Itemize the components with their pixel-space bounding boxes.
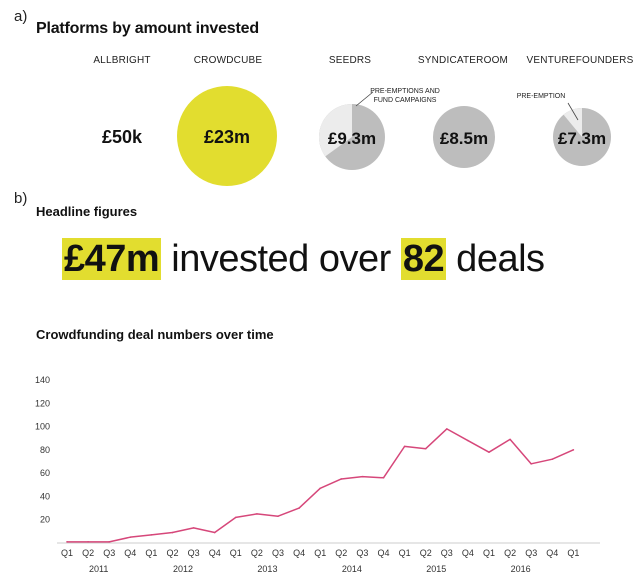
x-year-label: 2014 [342, 564, 362, 574]
deals-data-point [403, 445, 406, 448]
deals-data-point [277, 515, 279, 518]
x-tick-label: Q4 [546, 548, 558, 558]
seedrs-annotation-line1: PRE-EMPTIONS AND [370, 88, 440, 95]
panel-a-label: a) [14, 8, 28, 25]
deals-data-point [108, 541, 110, 543]
x-tick-label: Q2 [420, 548, 432, 558]
platforms-title: Platforms by amount invested [36, 20, 259, 37]
panel-b-label: b) [14, 190, 28, 207]
x-tick-label: Q4 [124, 548, 136, 558]
x-tick-label: Q1 [145, 548, 157, 558]
deals-data-point [192, 527, 195, 529]
deals-data-point [361, 475, 364, 478]
deals-data-point [213, 531, 216, 534]
deals-data-point [340, 478, 343, 480]
bubble-crowdcube [177, 86, 277, 186]
x-tick-label: Q3 [441, 548, 453, 558]
deals-data-point [150, 534, 153, 536]
x-tick-label: Q4 [293, 548, 305, 558]
x-tick-label: Q4 [377, 548, 389, 558]
headline-amount: £47m [62, 238, 162, 280]
y-tick-label: 120 [35, 398, 50, 408]
platform-bubbles: £50k £23m £9.3m PRE-EMPTIONS AND FUND CA… [102, 86, 611, 186]
amount-venturefounders: £7.3m [558, 129, 606, 148]
deals-data-point [509, 438, 511, 441]
y-tick-label: 60 [40, 468, 50, 478]
bubble-syndicateroom [433, 106, 495, 168]
x-year-label: 2015 [426, 564, 446, 574]
headline-text-invested: invested over [161, 238, 401, 280]
deals-data-point [424, 447, 427, 450]
deals-data-point [467, 439, 469, 442]
x-tick-label: Q2 [251, 548, 263, 558]
x-tick-label: Q1 [399, 548, 411, 558]
x-tick-label: Q4 [209, 548, 221, 558]
deals-data-point [298, 507, 300, 509]
y-tick-label: 80 [40, 445, 50, 455]
deals-data-point [488, 451, 490, 453]
x-tick-label: Q3 [525, 548, 537, 558]
x-tick-label: Q3 [103, 548, 115, 558]
platform-name-syndicateroom: SYNDICATEROOM [417, 55, 509, 66]
headline-deals: 82 [400, 238, 447, 280]
deals-data-point [87, 541, 89, 543]
y-tick-label: 20 [40, 515, 50, 525]
x-tick-label: Q1 [230, 548, 242, 558]
x-year-label: 2016 [511, 564, 531, 574]
deals-data-point [235, 516, 237, 519]
amount-crowdcube: £23m [204, 127, 250, 147]
x-tick-label: Q1 [483, 548, 495, 558]
x-tick-label: Q2 [504, 548, 516, 558]
headline-text-deals: deals [446, 238, 545, 280]
platform-name-allbright: ALLBRIGHT [93, 55, 151, 66]
deals-data-point [256, 513, 258, 515]
seedrs-annotation-leader [355, 91, 374, 107]
x-tick-label: Q3 [272, 548, 284, 558]
deals-data-point [572, 449, 575, 451]
vf-annotation: PRE-EMPTION [517, 93, 566, 100]
deals-data-point [129, 536, 132, 538]
slice-seedrs-preemptions [319, 104, 352, 157]
x-tick-label: Q2 [166, 548, 178, 558]
amount-syndicateroom: £8.5m [440, 129, 488, 148]
deals-data-point [319, 487, 322, 490]
x-year-label: 2012 [173, 564, 193, 574]
x-year-label: 2013 [257, 564, 277, 574]
deals-data-point [66, 541, 68, 543]
deals-data-point [446, 428, 448, 430]
x-tick-label: Q1 [567, 548, 579, 558]
amount-seedrs: £9.3m [328, 129, 376, 148]
x-tick-label: Q4 [462, 548, 474, 558]
x-tick-label: Q3 [188, 548, 200, 558]
y-tick-label: 40 [40, 491, 50, 501]
vf-annotation-leader [567, 102, 579, 121]
deal-numbers-line-chart: 20 40 60 80 100 120 140 Q1 Q2 Q3 Q4 Q1 Q2 Q3 Q4 Q1 Q2 Q3 Q… [35, 375, 600, 574]
x-tick-label: Q1 [61, 548, 73, 558]
chart-title: Crowdfunding deal numbers over time [36, 327, 274, 342]
deals-data-point [551, 458, 554, 460]
y-tick-label: 100 [35, 422, 50, 432]
x-tick-label: Q1 [314, 548, 326, 558]
deals-data-point [171, 531, 174, 534]
headline-figures: £47m invested over 82 deals [62, 238, 545, 281]
deals-data-point [382, 477, 385, 479]
deals-series-line [67, 428, 574, 543]
x-tick-label: Q3 [356, 548, 368, 558]
platform-name-crowdcube: CROWDCUBE [193, 55, 263, 66]
amount-allbright: £50k [102, 127, 143, 147]
x-year-label: 2011 [89, 564, 108, 574]
platform-name-seedrs: SEEDRS [328, 55, 372, 66]
x-tick-label: Q2 [335, 548, 347, 558]
seedrs-annotation-line2: FUND CAMPAIGNS [374, 97, 437, 104]
headline-figures-title: Headline figures [36, 204, 138, 219]
slice-venturefounders-preemption [563, 108, 582, 137]
x-tick-label: Q2 [82, 548, 94, 558]
deals-data-point [530, 463, 532, 465]
platform-name-venturefounders: VENTUREFOUNDERS [526, 55, 634, 66]
y-tick-label: 140 [35, 375, 50, 385]
